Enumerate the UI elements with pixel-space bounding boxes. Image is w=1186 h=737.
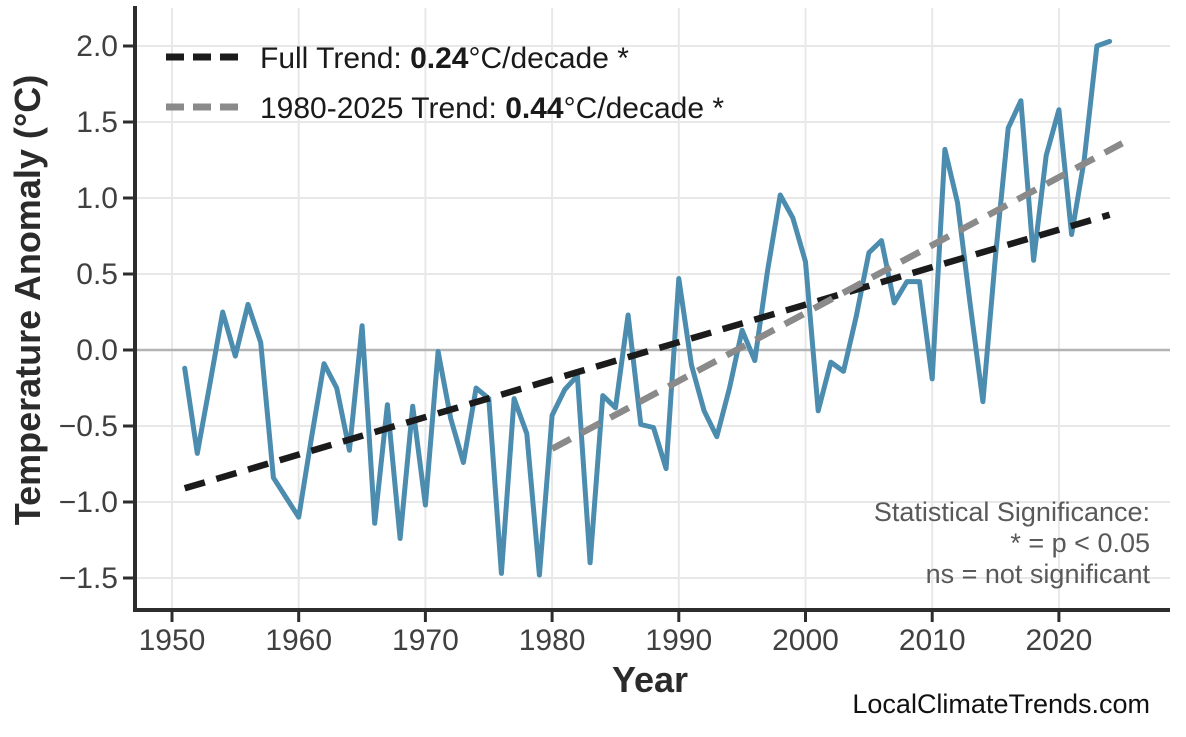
full-trend-line (183, 211, 1111, 492)
x-tick-label-2010: 2010 (899, 624, 966, 657)
annotation-line-3: ns = not significant (926, 559, 1151, 589)
significance-annotation: Statistical Significance: * = p < 0.05 n… (874, 497, 1151, 589)
y-tick-label-1.0: 1.0 (76, 182, 118, 215)
x-tick-label-1990: 1990 (645, 624, 712, 657)
recent-trend-line (550, 140, 1124, 452)
legend: Full Trend: 0.24°C/decade * 1980-2025 Tr… (166, 42, 724, 125)
x-tick-label-2000: 2000 (772, 624, 839, 657)
y-tick-label-−1.0: −1.0 (59, 486, 118, 519)
axis-ticks: 1950 1960 1970 1980 1990 2000 2010 2020 2.0 1.5 1.… (59, 30, 1093, 657)
legend-recent-value: 0.44 (505, 92, 564, 125)
legend-label-recent-trend: 1980-2025 Trend: 0.44°C/decade * (260, 92, 724, 125)
annotation-line-2: * = p < 0.05 (1010, 528, 1150, 558)
legend-recent-suffix: °C/decade * (564, 92, 725, 125)
y-tick-label-0.0: 0.0 (76, 334, 118, 367)
annual-temperature-anomaly (182, 38, 1113, 578)
x-tick-label-1960: 1960 (265, 624, 332, 657)
legend-recent-prefix: 1980-2025 Trend: (260, 92, 505, 125)
y-tick-label-2.0: 2.0 (76, 30, 118, 63)
x-tick-label-1970: 1970 (392, 624, 459, 657)
y-axis-title: Temperature Anomaly (°C) (7, 75, 48, 525)
y-tick-label-−1.5: −1.5 (59, 562, 118, 595)
x-tick-label-2020: 2020 (1026, 624, 1093, 657)
legend-full-suffix: °C/decade * (468, 42, 629, 75)
annotation-line-1: Statistical Significance: (874, 497, 1150, 527)
legend-full-prefix: Full Trend: (260, 42, 410, 75)
y-tick-label-0.5: 0.5 (76, 258, 118, 291)
x-tick-label-1950: 1950 (139, 624, 206, 657)
data-series (182, 38, 1124, 578)
watermark-text: LocalClimateTrends.com (852, 689, 1150, 719)
x-tick-label-1980: 1980 (519, 624, 586, 657)
y-tick-label-−0.5: −0.5 (59, 410, 118, 443)
legend-full-value: 0.24 (410, 42, 469, 75)
y-tick-label-1.5: 1.5 (76, 106, 118, 139)
legend-label-full-trend: Full Trend: 0.24°C/decade * (260, 42, 629, 75)
x-axis-title: Year (612, 659, 688, 700)
